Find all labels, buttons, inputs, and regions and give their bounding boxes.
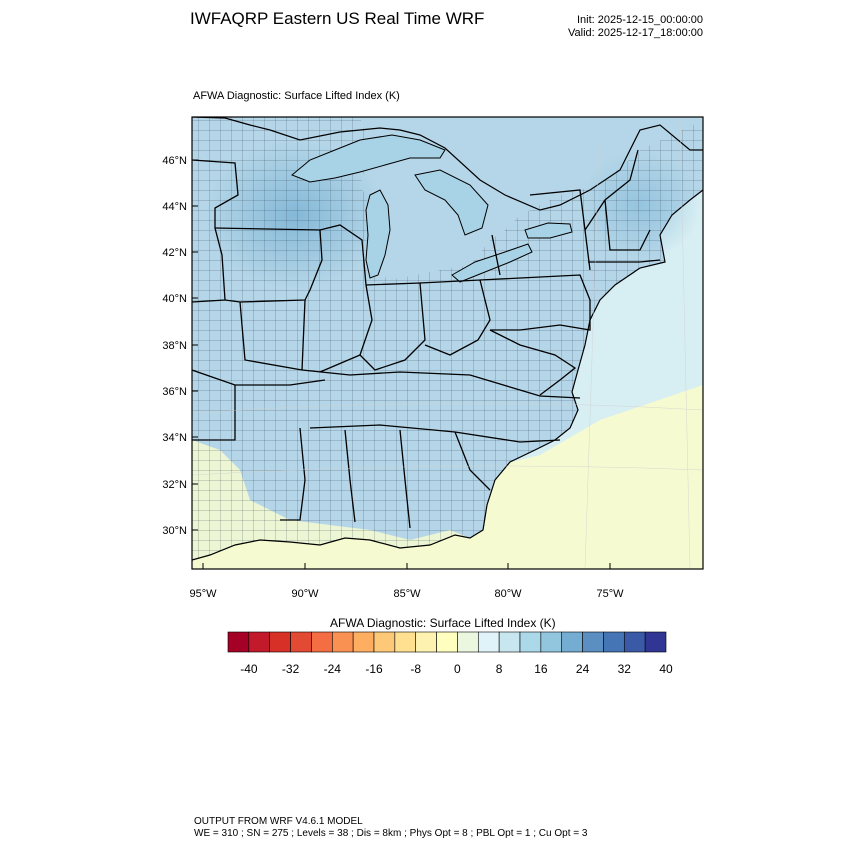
footer-model-line: OUTPUT FROM WRF V4.6.1 MODEL <box>194 816 363 827</box>
lon-label: 85°W <box>393 588 421 600</box>
colorbar-swatch <box>415 631 437 653</box>
colorbar-swatch <box>477 631 500 653</box>
colorbar-swatch <box>436 631 458 653</box>
lon-label: 90°W <box>291 588 319 600</box>
colorbar: -40 -32 -24 -16 -8 0 8 16 24 32 40 <box>227 631 673 676</box>
latitude-axis: 46°N 44°N 42°N 40°N 38°N 36°N 34°N 32°N 30°N <box>162 155 198 537</box>
colorbar-swatch <box>457 631 479 653</box>
colorbar-swatch <box>582 631 604 653</box>
lake-michigan <box>365 189 391 279</box>
colorbar-swatch <box>644 631 667 653</box>
lake-superior <box>291 134 446 183</box>
colorbar-tick-label: -8 <box>410 662 421 676</box>
lake-erie <box>451 243 533 283</box>
colorbar-title: AFWA Diagnostic: Surface Lifted Index (K… <box>330 616 556 630</box>
colorbar-swatch <box>290 631 312 653</box>
lon-label: 75°W <box>596 588 624 600</box>
lat-label: 40°N <box>162 293 187 305</box>
lon-label: 95°W <box>189 588 217 600</box>
map-field-title: AFWA Diagnostic: Surface Lifted Index (K… <box>193 90 400 102</box>
colorbar-swatch <box>311 631 333 653</box>
lat-label: 46°N <box>162 155 187 167</box>
map-frame <box>191 116 704 570</box>
lat-label: 30°N <box>162 525 187 537</box>
colorbar-tick-label: -16 <box>365 662 383 676</box>
colorbar-swatch <box>561 631 583 653</box>
colorbar-tick-label: 8 <box>496 662 503 676</box>
graticule <box>192 117 703 569</box>
lat-label: 36°N <box>162 386 187 398</box>
colorbar-swatch <box>623 631 646 653</box>
lat-label: 38°N <box>162 340 187 352</box>
colorbar-tick-label: -40 <box>240 662 258 676</box>
colorbar-swatch <box>269 631 291 653</box>
great-lakes <box>291 134 573 283</box>
colorbar-swatch <box>540 631 563 653</box>
colorbar-tick-label: -32 <box>282 662 300 676</box>
colorbar-tick-label: 32 <box>618 662 632 676</box>
colorbar-swatch <box>603 631 625 653</box>
lon-label: 80°W <box>494 588 522 600</box>
colorbar-swatch <box>498 631 521 653</box>
main-title: IWFAQRP Eastern US Real Time WRF <box>190 9 485 28</box>
lat-label: 34°N <box>162 432 187 444</box>
coastlines <box>192 117 703 561</box>
footer-config-line: WE = 310 ; SN = 275 ; Levels = 38 ; Dis … <box>194 828 588 839</box>
lake-huron <box>414 169 489 236</box>
colorbar-swatch <box>519 631 542 653</box>
longitude-axis: 95°W 90°W 85°W 80°W 75°W <box>189 563 624 600</box>
colorbar-swatch <box>227 631 250 653</box>
colorbar-swatch <box>352 631 375 653</box>
colorbar-tick-label: -24 <box>324 662 342 676</box>
colorbar-swatch <box>248 631 271 653</box>
colorbar-tick-label: 24 <box>576 662 590 676</box>
lat-label: 44°N <box>162 201 187 213</box>
init-time: Init: 2025-12-15_00:00:00 <box>577 14 703 26</box>
state-boundaries <box>192 149 661 529</box>
valid-time: Valid: 2025-12-17_18:00:00 <box>568 27 703 39</box>
colorbar-swatch <box>373 631 396 653</box>
lake-ontario <box>524 222 573 239</box>
colorbar-tick-label: 16 <box>534 662 548 676</box>
map-area <box>192 117 703 569</box>
colorbar-swatch <box>331 631 354 653</box>
colorbar-swatch <box>394 631 417 653</box>
lat-label: 32°N <box>162 479 187 491</box>
colorbar-tick-label: 40 <box>659 662 673 676</box>
lat-label: 42°N <box>162 247 187 259</box>
county-mesh <box>192 117 703 560</box>
colorbar-tick-label: 0 <box>454 662 461 676</box>
